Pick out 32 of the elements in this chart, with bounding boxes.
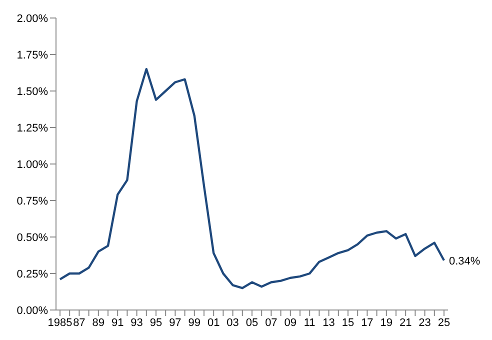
x-tick-label: 25: [438, 316, 450, 329]
line-series: [58, 68, 446, 290]
x-tick-label: 19: [380, 316, 393, 329]
y-tick-label: 0.50%: [16, 232, 48, 244]
x-tick-label: 11: [304, 316, 316, 329]
x-tick-label: 07: [265, 316, 278, 329]
x-tick-label: 05: [246, 316, 258, 329]
y-tick-label: 0.25%: [16, 268, 48, 280]
x-tick-label: 99: [188, 316, 201, 329]
x-tick-label: 21: [399, 316, 412, 329]
y-tick-label: 1.75%: [16, 49, 48, 62]
x-tick-label: 1985: [48, 316, 72, 329]
y-tick-label: 1.50%: [16, 86, 48, 98]
x-tick-label: 03: [226, 316, 239, 329]
y-tick-label: 2.00%: [16, 12, 48, 25]
x-tick-label: 23: [418, 316, 431, 329]
y-tick-label: 0.75%: [16, 195, 48, 208]
x-tick-label: 01: [207, 316, 220, 329]
x-tick-label: 87: [73, 316, 86, 329]
x-tick-label: 97: [169, 316, 182, 329]
data-label: 0.34%: [449, 255, 480, 268]
x-tick-label: 09: [284, 316, 297, 329]
y-tick-label: 0.00%: [16, 304, 48, 317]
x-tick-label: 89: [92, 316, 105, 329]
y-tick-label: 1.00%: [16, 158, 48, 171]
x-tick-label: 15: [342, 316, 354, 329]
x-tick-label: 93: [130, 316, 143, 329]
x-tick-label: 95: [150, 316, 162, 329]
y-tick-label: 1.25%: [16, 122, 48, 134]
x-tick-label: 91: [111, 316, 124, 329]
x-tick-label: 13: [322, 316, 335, 329]
x-tick-label: 17: [361, 316, 374, 329]
